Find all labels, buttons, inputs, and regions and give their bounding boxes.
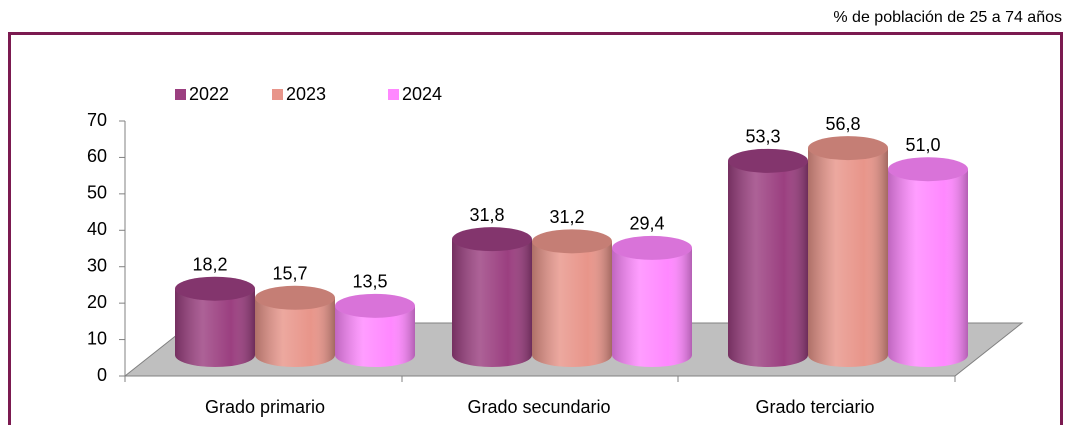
legend-label: 2022 [189,84,229,104]
bar-top [255,285,335,310]
bar [452,227,532,367]
y-tick-label: 50 [87,183,107,203]
bar [175,276,255,367]
bar-top [728,148,808,173]
bar-top [532,229,612,254]
frame [8,32,1063,425]
bar [335,293,415,367]
y-tick-label: 70 [87,110,107,130]
legend-label: 2023 [286,84,326,104]
legend-swatch [388,89,399,100]
x-tick-label: Grado terciario [755,397,874,417]
y-tick-label: 30 [87,255,107,275]
y-tick-label: 10 [87,328,107,348]
bar-top-shade [532,229,612,254]
legend-label: 2024 [402,84,442,104]
bar-top [612,235,692,260]
bar-top-shade [335,293,415,318]
bar [612,235,692,367]
bar-top [888,157,968,182]
value-label: 56,8 [825,114,860,134]
value-label: 18,2 [192,254,227,274]
bar-shade [255,297,335,367]
bar-top-shade [612,235,692,260]
bar-shade [612,247,692,367]
bar-top [335,293,415,318]
value-label: 31,2 [549,207,584,227]
bar-top [452,227,532,252]
bar [728,148,808,367]
bar-top-shade [175,276,255,301]
bar [808,136,888,367]
bar-top-shade [808,136,888,161]
y-tick-label: 0 [97,365,107,385]
y-tick-label: 60 [87,146,107,166]
bar-shade [452,239,532,367]
value-label: 53,3 [745,127,780,147]
value-label: 29,4 [629,214,664,234]
value-label: 13,5 [352,272,387,292]
bar-shade [175,288,255,367]
value-label: 51,0 [905,135,940,155]
legend-swatch [175,89,186,100]
bar-shade [888,169,968,367]
bar-shade [532,241,612,367]
bar-shade [335,305,415,367]
bar-shade [808,148,888,367]
bar [532,229,612,367]
bar-top [808,136,888,161]
y-tick-label: 40 [87,219,107,239]
subtitle: % de población de 25 a 74 años [833,9,1062,26]
bar-top-shade [452,227,532,252]
bar [255,285,335,367]
x-tick-label: Grado secundario [467,397,610,417]
bar [888,157,968,367]
bar-top-shade [728,148,808,173]
x-tick-label: Grado primario [205,397,325,417]
value-label: 31,8 [469,205,504,225]
y-tick-label: 20 [87,292,107,312]
bar-top-shade [255,285,335,310]
bar-top [175,276,255,301]
legend-swatch [272,89,283,100]
bar-shade [728,160,808,367]
bar-top-shade [888,157,968,182]
value-label: 15,7 [272,264,307,284]
